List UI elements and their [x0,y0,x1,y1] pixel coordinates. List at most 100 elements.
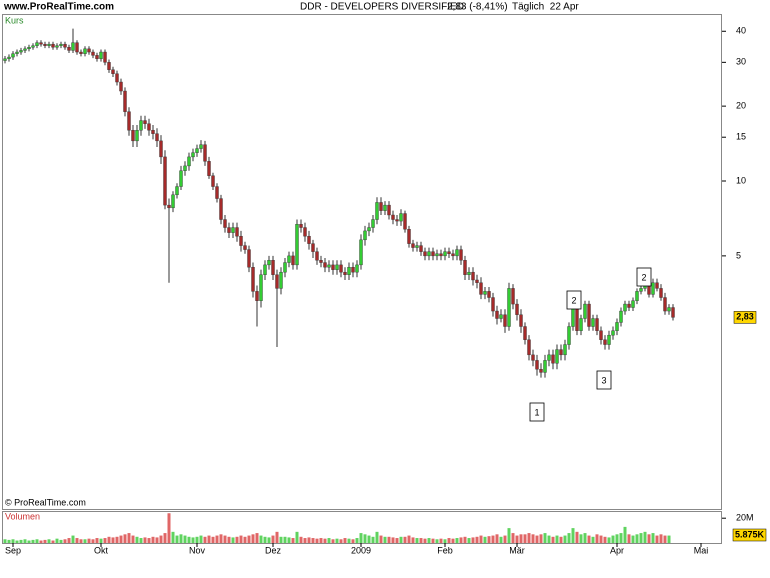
volume-bar [511,533,515,543]
candle-body [467,271,471,275]
candle-body [147,123,151,131]
candle-body [91,51,95,56]
volume-bar [391,537,395,543]
volume-bar [75,538,79,543]
period: Täglich 22 Apr [512,2,579,13]
annotation: 2 [571,295,576,305]
volume-bar [295,531,299,543]
candle-body [135,130,139,142]
candle-body [383,204,387,211]
candle-body [111,69,115,74]
volume-bar [503,535,507,543]
volume-bar [139,538,143,543]
volume-bar [227,536,231,543]
quote: 2,83 (-8,41%) [447,2,508,13]
y-tick-label: 10 [736,175,746,185]
last-volume-label: 5.875K [735,529,765,539]
volume-bar [419,538,423,543]
candle-body [479,282,483,295]
candle-body [415,245,419,248]
candle-body [579,318,583,331]
volume-bar [395,538,399,543]
candle-body [51,43,55,48]
candle-body [351,267,355,273]
volume-bar [171,531,175,543]
volume-bar [539,534,543,543]
x-tick-label: Sep [5,545,21,555]
volume-bar [155,537,159,543]
volume-bar [243,536,247,543]
candle-body [599,330,603,340]
x-tick-label: Nov [189,545,206,555]
volume-bar [411,537,415,543]
volume-bar [187,536,191,543]
volume-bar [631,535,635,543]
volume-bar [527,533,531,543]
y-tick-label: 40 [736,26,746,36]
candle-body [115,73,119,83]
volume-bar [475,536,479,543]
candle-body [331,264,335,270]
volume-bar [55,538,59,543]
volume-bar [399,536,403,543]
candle-body [7,56,11,59]
x-tick-label: Dez [265,545,282,555]
volume-bar [175,535,179,543]
volume-bar [407,535,411,543]
candle-body [275,274,279,289]
volume-bar [35,539,39,543]
volume-bar [447,538,451,543]
chart-title: DDR - DEVELOPERS DIVERSIFIED [300,2,464,13]
volume-panel [2,511,722,544]
volume-bar [259,535,263,543]
candle-body [375,202,379,220]
candle-body [611,330,615,336]
candle-body [323,262,327,268]
candle-body [555,349,559,364]
candle-body [663,297,667,312]
candle-body [499,314,503,319]
candle-body [487,291,491,298]
volume-bar [415,538,419,543]
candle-body [595,318,599,331]
candle-body [587,303,591,327]
volume-bar [543,533,547,543]
candle-body [47,43,51,46]
volume-bar [371,536,375,543]
candle-body [35,42,39,46]
volume-bar [291,538,295,543]
candle-body [451,253,455,257]
candle-body [507,288,511,327]
candle-body [107,62,111,70]
volume-bar [251,534,255,543]
volume-bar [239,535,243,543]
volume-bar [307,537,311,543]
candle-body [199,144,203,149]
candle-body [155,133,159,142]
volume-bar [459,537,463,543]
x-tick-label: Okt [94,545,109,555]
volume-bar [643,531,647,543]
candle-body [159,140,163,158]
volume-label: Volumen [5,511,40,521]
volume-bar [123,534,127,543]
volume-bar [403,536,407,543]
candle-body [623,303,627,312]
candle-body [495,310,499,319]
volume-bar [47,539,51,543]
candle-body [463,260,467,275]
volume-bar [439,538,443,543]
candle-body [583,303,587,319]
volume-bar [507,528,511,543]
y-tick-label: 5 [736,250,741,260]
candle-body [131,130,135,142]
volume-bar [547,535,551,543]
volume-bar [147,538,151,543]
volume-bar [563,535,567,543]
candle-body [283,262,287,273]
volume-bar [15,540,19,543]
candle-body [391,214,395,220]
candle-body [3,58,7,61]
candle-body [271,260,275,275]
candle-body [227,227,231,233]
